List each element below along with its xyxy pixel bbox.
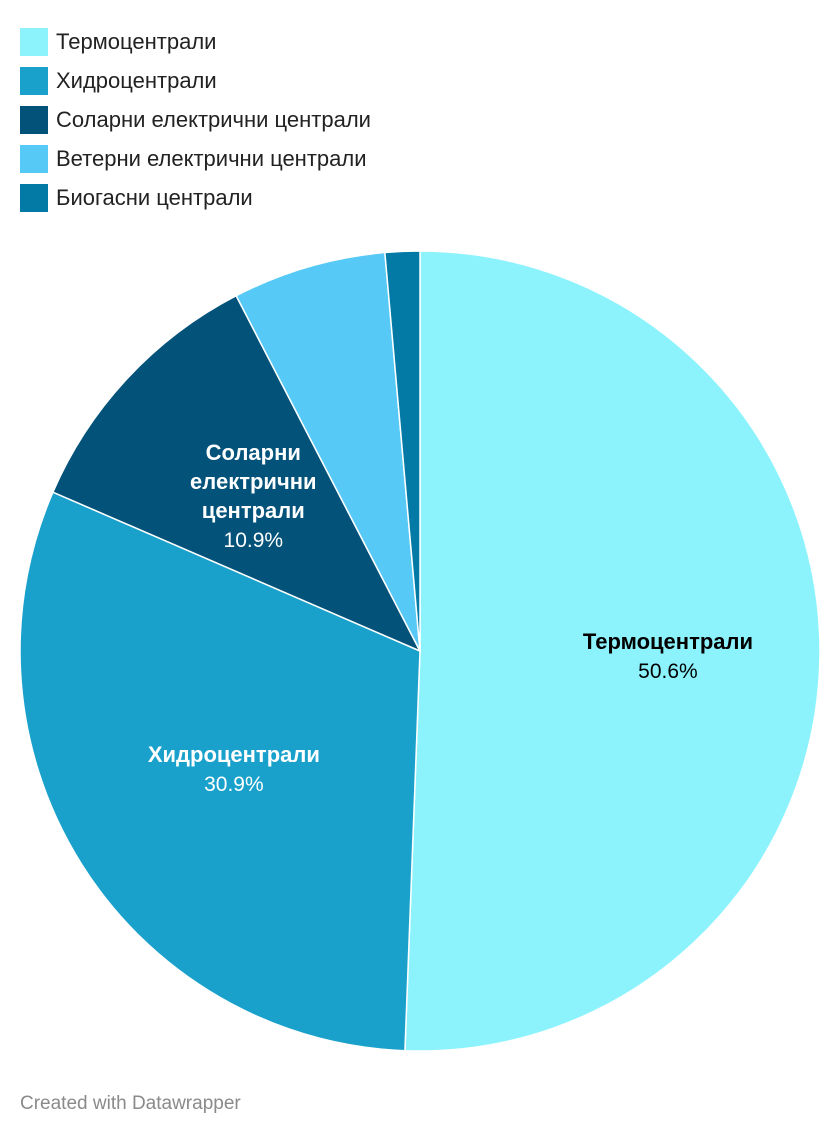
- legend: Термоцентрали Хидроцентрали Соларни елек…: [20, 22, 371, 217]
- legend-swatch: [20, 183, 48, 212]
- pie-slice: [235, 251, 421, 652]
- slice-label: Хидроцентрали: [148, 742, 320, 767]
- slice-value-label: 50.6%: [638, 660, 698, 683]
- legend-swatch: [20, 66, 48, 95]
- legend-item-hidrocentrali: Хидроцентрали: [20, 61, 371, 100]
- pie-slice: [19, 491, 421, 1052]
- legend-item-veterni: Ветерни електрични централи: [20, 139, 371, 178]
- legend-label: Ветерни електрични централи: [56, 145, 367, 171]
- legend-swatch: [20, 144, 48, 173]
- legend-item-biogasni: Биогасни централи: [20, 178, 371, 217]
- slice-value-label: 30.9%: [204, 773, 264, 796]
- pie-slice: [404, 250, 821, 1052]
- legend-label: Хидроцентрали: [56, 67, 217, 93]
- legend-label: Соларни електрични централи: [56, 106, 371, 132]
- slice-value-label: 10.9%: [224, 529, 284, 552]
- legend-item-solarni: Соларни електрични централи: [20, 100, 371, 139]
- legend-label: Биогасни централи: [56, 184, 253, 210]
- slice-label: централи: [202, 498, 305, 523]
- legend-swatch: [20, 27, 48, 56]
- slice-label: Термоцентрали: [583, 629, 753, 654]
- legend-label: Термоцентрали: [56, 28, 217, 54]
- pie-slice: [51, 294, 422, 653]
- pie-slice: [384, 250, 421, 652]
- legend-swatch: [20, 105, 48, 134]
- slice-label: Соларни: [206, 440, 301, 465]
- footer-credit: Created with Datawrapper: [20, 1093, 241, 1114]
- slice-label: електрични: [190, 469, 317, 494]
- legend-item-termocentrali: Термоцентрали: [20, 22, 371, 61]
